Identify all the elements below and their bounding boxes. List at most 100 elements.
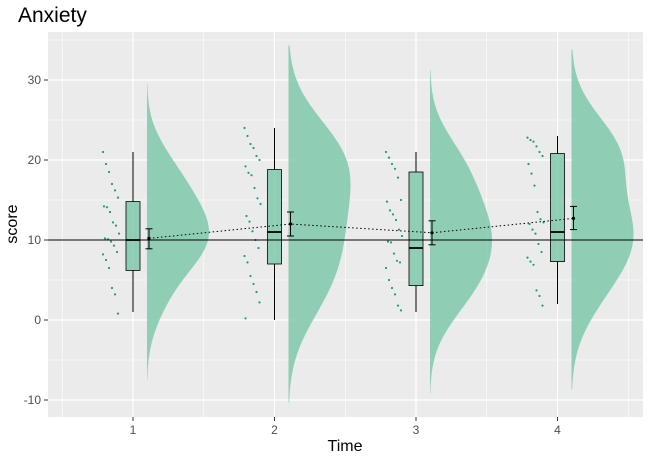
data-point: [528, 222, 531, 226]
data-point: [391, 213, 395, 216]
mean-point: [571, 216, 576, 220]
x-tick-label: 2: [271, 423, 278, 437]
data-point: [397, 228, 401, 231]
data-point: [387, 278, 391, 282]
density-half-violin: [571, 49, 634, 390]
density-half-violin: [147, 84, 209, 380]
data-point: [532, 263, 535, 266]
data-point: [116, 312, 120, 315]
data-point: [384, 150, 388, 154]
data-point: [532, 140, 535, 143]
data-point: [101, 253, 105, 256]
data-point: [108, 210, 112, 214]
data-point: [243, 126, 246, 130]
data-point: [396, 304, 400, 307]
data-point: [249, 142, 252, 146]
data-point: [116, 196, 120, 199]
data-point: [529, 260, 532, 263]
mean-connector-line: [148, 217, 574, 239]
x-tick-label: 1: [130, 423, 137, 437]
data-point: [246, 261, 249, 264]
data-point: [253, 186, 256, 190]
data-point: [258, 158, 261, 162]
data-point: [541, 304, 544, 307]
data-point: [527, 162, 530, 166]
data-point: [399, 309, 403, 312]
data-point: [390, 286, 394, 290]
box-iqr: [550, 153, 565, 263]
mean-point: [147, 236, 151, 240]
y-tick-label: 20: [28, 153, 42, 167]
data-point: [535, 145, 538, 148]
data-point: [537, 242, 540, 246]
data-point: [251, 230, 254, 233]
data-point: [255, 154, 258, 158]
data-point: [541, 154, 544, 158]
data-point: [113, 293, 117, 296]
y-tick-label: 30: [28, 73, 42, 87]
data-point: [110, 286, 114, 290]
data-point: [247, 171, 250, 174]
data-point: [112, 244, 116, 247]
mean-point: [288, 222, 293, 226]
data-point: [529, 138, 532, 142]
data-point: [114, 224, 118, 227]
data-point: [535, 289, 538, 292]
data-point: [244, 317, 247, 320]
data-point: [104, 258, 108, 262]
data-point: [400, 234, 404, 238]
y-tick-label: 10: [28, 233, 42, 247]
data-point: [250, 174, 253, 177]
data-point: [103, 237, 107, 240]
data-point: [540, 250, 543, 254]
data-point: [538, 150, 541, 154]
data-point: [115, 250, 119, 254]
data-point: [102, 205, 106, 208]
box-iqr: [125, 201, 141, 271]
data-point: [388, 209, 392, 212]
data-point: [246, 134, 249, 138]
data-point: [248, 220, 251, 223]
data-point: [111, 221, 115, 224]
data-point: [109, 240, 113, 243]
data-point: [249, 274, 252, 278]
data-point: [531, 228, 534, 231]
chart-title: Anxiety: [18, 4, 87, 27]
data-point: [252, 146, 255, 150]
data-point: [110, 182, 114, 186]
y-tick-label: 0: [34, 313, 41, 327]
box-iqr: [408, 171, 424, 286]
data-point: [101, 150, 105, 154]
data-point: [539, 218, 542, 221]
data-point: [257, 246, 260, 250]
data-point: [530, 172, 533, 175]
density-half-violin: [288, 45, 351, 403]
data-point: [393, 167, 397, 170]
data-point: [389, 241, 393, 244]
data-point: [245, 214, 248, 218]
data-point: [107, 266, 111, 270]
data-point: [117, 232, 121, 235]
x-axis-title: Time: [328, 438, 363, 455]
data-point: [393, 293, 397, 296]
data-point: [258, 301, 261, 304]
data-point: [396, 176, 400, 179]
data-point: [243, 254, 246, 258]
data-point: [385, 200, 389, 203]
data-point: [538, 294, 541, 298]
data-point: [384, 266, 388, 270]
data-point: [255, 290, 258, 294]
y-tick-label: -10: [24, 393, 42, 407]
x-tick-label: 3: [413, 423, 420, 437]
data-point: [252, 282, 255, 286]
y-axis-ticks: -10 0 10 20 30: [24, 73, 48, 407]
data-point: [244, 165, 247, 168]
data-point: [526, 136, 529, 139]
density-half-violin: [430, 69, 492, 394]
points-layer: [101, 126, 545, 320]
data-point: [256, 197, 259, 200]
data-point: [105, 206, 109, 209]
density-layer: [147, 45, 634, 403]
x-axis-ticks: 1 2 3 4: [130, 417, 561, 437]
